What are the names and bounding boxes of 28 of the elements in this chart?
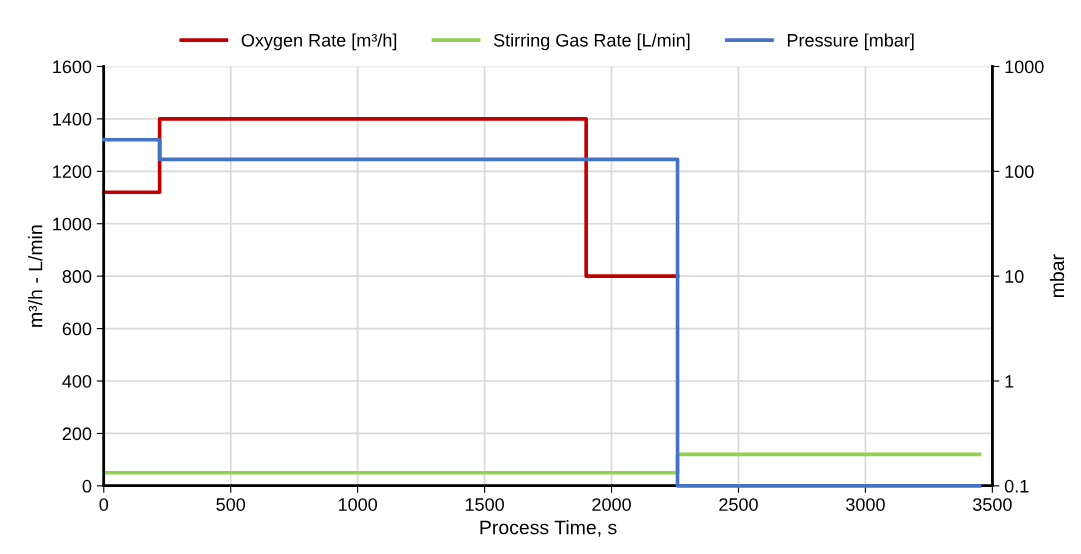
y-tick-label: 1200 bbox=[53, 165, 92, 179]
legend-label: Stirring Gas Rate [L/min] bbox=[493, 33, 690, 51]
y2-tick-label: 100 bbox=[1005, 165, 1034, 179]
x-axis-title: Process Time, s bbox=[480, 520, 617, 537]
y-tick-label: 600 bbox=[62, 322, 92, 336]
y2-tick-label: 0.1 bbox=[1004, 479, 1029, 493]
x-tick-label: 3000 bbox=[846, 498, 885, 511]
y-tick-label: 1600 bbox=[53, 60, 92, 74]
y-tick-label: 200 bbox=[62, 427, 92, 441]
y2-tick-label: 1 bbox=[1005, 375, 1014, 388]
y2-tick-label: 10 bbox=[1005, 270, 1024, 283]
x-tick-label: 2000 bbox=[592, 498, 631, 511]
y-tick-label: 1000 bbox=[53, 217, 92, 231]
legend-label: Pressure [mbar] bbox=[787, 33, 914, 51]
x-tick-label: 1000 bbox=[338, 498, 378, 511]
y-tick-label: 1400 bbox=[53, 112, 92, 126]
x-tick-label: 1500 bbox=[465, 498, 504, 511]
x-tick-label: 500 bbox=[216, 498, 246, 511]
y-tick-label: 400 bbox=[62, 374, 92, 388]
x-tick-label: 0 bbox=[99, 498, 109, 511]
x-tick-label: 3500 bbox=[972, 498, 1012, 511]
y-tick-label: 800 bbox=[62, 270, 92, 283]
x-tick-label: 2500 bbox=[719, 498, 758, 511]
legend-label: Oxygen Rate [m³/h] bbox=[241, 33, 397, 51]
y-tick-label: 0 bbox=[82, 479, 92, 493]
y-axis-title: m³/h - L/min bbox=[28, 225, 43, 327]
y2-tick-label: 1000 bbox=[1005, 60, 1044, 74]
y2-axis-title: mbar bbox=[1049, 254, 1065, 298]
